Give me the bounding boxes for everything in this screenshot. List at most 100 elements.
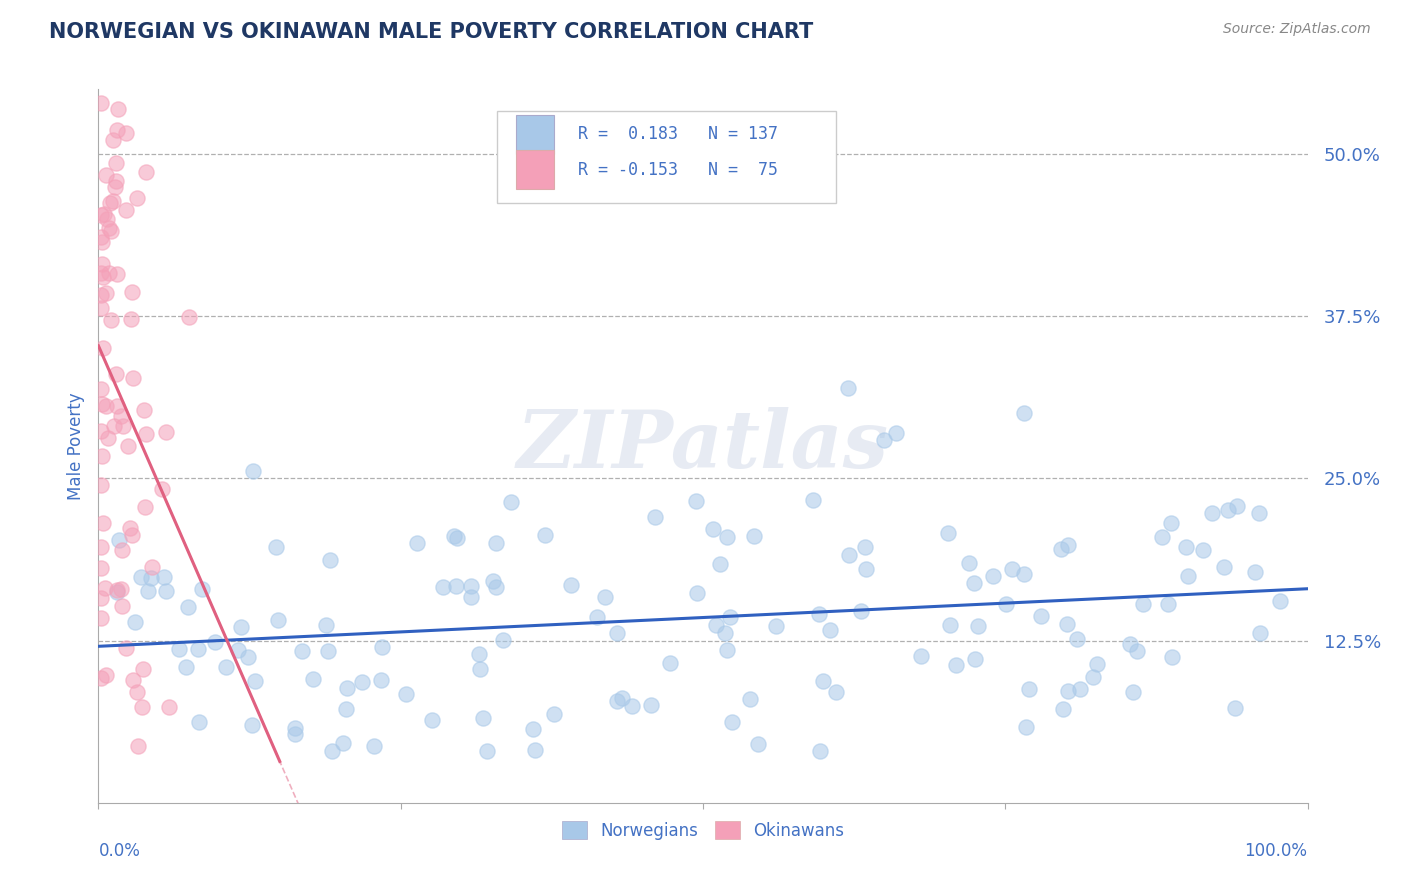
Point: [873, 433, 896, 447]
Point: [910, 649, 932, 664]
Point: [190, 582, 212, 596]
Point: [141, 559, 163, 574]
Point: [499, 495, 522, 509]
Point: [105, 122, 128, 136]
Point: [94, 168, 117, 182]
Point: [1050, 541, 1073, 556]
Point: [107, 102, 129, 116]
Point: [472, 711, 495, 725]
Point: [90, 671, 112, 685]
Point: [284, 727, 307, 741]
Point: [444, 579, 467, 593]
Point: [1085, 657, 1108, 671]
Point: [104, 156, 127, 170]
Point: [136, 584, 159, 599]
Point: [134, 500, 156, 514]
Point: [90, 230, 112, 244]
Point: [243, 673, 266, 688]
Point: [1174, 540, 1197, 554]
Point: [808, 744, 831, 758]
Point: [90, 95, 112, 110]
Point: [524, 743, 547, 757]
Point: [1243, 565, 1265, 579]
Point: [1192, 543, 1215, 558]
Point: [114, 640, 136, 655]
Point: [135, 165, 157, 179]
Point: [811, 674, 834, 689]
Point: [1160, 516, 1182, 531]
Point: [709, 558, 731, 572]
Point: [446, 531, 468, 545]
Point: [363, 739, 385, 754]
Point: [90, 235, 112, 250]
Point: [90, 301, 112, 315]
Point: [1223, 700, 1246, 714]
Point: [1001, 561, 1024, 575]
Point: [240, 717, 263, 731]
Point: [1126, 644, 1149, 658]
Point: [321, 744, 343, 758]
Point: [169, 642, 191, 657]
Point: [560, 577, 582, 591]
Point: [121, 528, 143, 542]
Point: [141, 571, 163, 585]
Text: R =  0.183   N = 137: R = 0.183 N = 137: [578, 125, 779, 143]
Point: [420, 713, 443, 727]
Point: [90, 208, 112, 222]
Point: [606, 694, 628, 708]
Point: [125, 191, 148, 205]
Point: [945, 657, 967, 672]
Point: [824, 684, 846, 698]
Point: [242, 464, 264, 478]
Point: [111, 599, 134, 614]
Point: [100, 312, 122, 326]
Point: [1249, 507, 1271, 521]
Legend: Norwegians, Okinawans: Norwegians, Okinawans: [554, 814, 852, 848]
Point: [107, 533, 129, 547]
Point: [808, 607, 831, 621]
Point: [747, 737, 769, 751]
Point: [1012, 567, 1035, 582]
Point: [994, 597, 1017, 611]
Point: [290, 644, 312, 658]
Point: [90, 424, 112, 438]
Point: [1226, 500, 1249, 514]
Text: Source: ZipAtlas.com: Source: ZipAtlas.com: [1223, 22, 1371, 37]
Point: [460, 579, 482, 593]
Point: [91, 449, 114, 463]
Point: [177, 310, 200, 324]
Point: [1119, 637, 1142, 651]
Point: [127, 685, 149, 699]
Point: [104, 367, 127, 381]
Point: [837, 381, 859, 395]
Point: [765, 618, 787, 632]
Point: [93, 207, 115, 221]
Point: [957, 556, 980, 570]
Point: [721, 715, 744, 730]
Point: [105, 174, 128, 188]
Point: [801, 493, 824, 508]
Point: [187, 715, 209, 730]
Point: [855, 562, 877, 576]
Point: [593, 591, 616, 605]
Point: [94, 399, 117, 413]
Point: [686, 586, 709, 600]
Text: R = -0.153   N =  75: R = -0.153 N = 75: [578, 161, 779, 178]
Point: [111, 542, 134, 557]
Point: [1268, 594, 1291, 608]
Point: [91, 516, 114, 531]
Point: [110, 582, 132, 596]
Point: [90, 561, 112, 575]
Point: [94, 668, 117, 682]
Point: [468, 647, 491, 661]
Point: [124, 615, 146, 629]
Point: [332, 736, 354, 750]
Point: [1212, 560, 1234, 574]
Point: [103, 132, 125, 146]
Point: [266, 613, 288, 627]
Point: [127, 739, 149, 754]
Point: [176, 599, 198, 614]
Point: [104, 180, 127, 194]
Point: [981, 568, 1004, 582]
FancyBboxPatch shape: [516, 150, 554, 189]
